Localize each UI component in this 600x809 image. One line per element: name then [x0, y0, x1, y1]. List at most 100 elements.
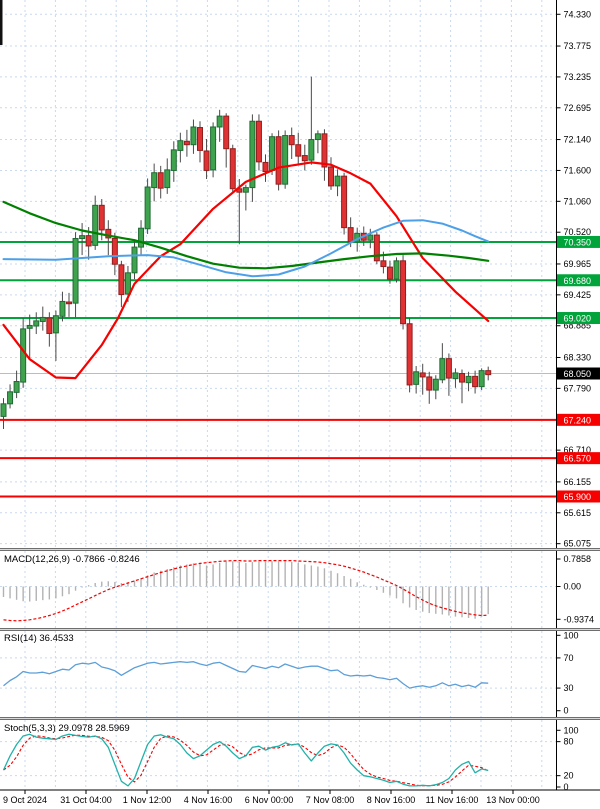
bull-candle	[269, 136, 276, 171]
bull-candle	[465, 375, 472, 384]
time-axis-label: 13 Nov 00:00	[486, 795, 540, 805]
bull-candle	[314, 133, 321, 141]
ma-blue-line	[2, 219, 490, 278]
macd-axis-label: 0.7858	[564, 554, 592, 564]
price-axis-label: 73.235	[564, 72, 592, 82]
bull-candle	[79, 235, 86, 240]
bear-candle	[197, 127, 203, 151]
bear-candle	[118, 264, 125, 296]
bear-candle	[66, 301, 72, 305]
price-axis-label: 65.615	[564, 508, 592, 518]
bull-candle	[164, 169, 171, 189]
bear-candle	[380, 260, 387, 268]
macd-panel[interactable]	[2, 560, 489, 622]
bull-candle	[216, 115, 223, 128]
rsi-axis-label: 70	[564, 653, 574, 663]
bear-candle	[328, 166, 334, 187]
rsi-line	[3, 661, 489, 689]
bear-candle	[223, 115, 230, 150]
rsi-label: RSI(14) 36.4533	[4, 633, 74, 644]
bear-candle	[183, 140, 190, 146]
price-axis-label: 72.695	[564, 103, 592, 113]
price-axis-label: 74.330	[564, 9, 592, 19]
bull-candle	[334, 175, 341, 187]
time-axis-label: 9 Oct 2024	[3, 795, 47, 805]
stochastic-panel[interactable]	[2, 733, 489, 787]
price-axis-label: 66.710	[564, 445, 592, 455]
bear-candle	[157, 172, 164, 189]
time-axis[interactable]: 9 Oct 2024 31 Oct 04:00 1 Nov 12:00 4 Nov 1…	[0, 790, 600, 809]
bear-candle	[98, 204, 105, 231]
resistance-price-badge-text: 69.020	[564, 314, 592, 324]
rsi-axis-label: 100	[564, 630, 579, 640]
macd-label: MACD(12,26,9) -0.7866 -0.8246	[4, 554, 140, 565]
price-axis-label: 70.520	[564, 227, 592, 237]
bear-candle	[275, 136, 282, 185]
bull-candle	[0, 403, 7, 417]
support-price-badge-bg	[556, 490, 600, 503]
bear-candle	[295, 144, 302, 157]
price-axis[interactable]: 74.330 73.775 73.235 72.695 72.140 71.600 71.0…	[556, 0, 600, 792]
bull-candle	[92, 204, 99, 246]
time-axis-background	[0, 790, 600, 809]
bull-candle	[7, 391, 14, 405]
support-price-badge-bg	[556, 452, 600, 465]
resistance-price-badge-bg	[556, 235, 600, 248]
time-axis-label: 6 Nov 00:00	[245, 795, 294, 805]
bull-candle	[439, 358, 446, 381]
stoch-axis-label: 80	[564, 737, 574, 747]
price-axis-label: 66.155	[564, 477, 592, 487]
bear-candle	[229, 148, 236, 190]
bear-candle	[341, 175, 348, 229]
stoch-axis-label: 100	[564, 725, 579, 735]
stoch-axis-label: 20	[564, 771, 574, 781]
support-price-badge-text: 66.570	[564, 454, 592, 464]
macd-axis-label: 0.00	[564, 582, 582, 592]
bear-candle	[386, 266, 393, 280]
resistance-price-badge-text: 69.680	[564, 276, 592, 286]
bull-candle	[308, 139, 315, 161]
bull-candle	[26, 324, 33, 329]
support-price-badge-bg	[556, 413, 600, 426]
bull-candle	[20, 328, 27, 383]
bear-candle	[111, 238, 118, 265]
bear-candle	[203, 150, 210, 171]
bear-candle	[400, 260, 407, 325]
price-axis-label: 69.965	[564, 259, 592, 269]
bear-candle	[459, 373, 465, 383]
main-price-panel[interactable]	[0, 76, 556, 498]
ma-red-line	[2, 161, 490, 380]
support-price-badge-text: 65.900	[564, 492, 592, 502]
rsi-panel[interactable]	[3, 661, 489, 689]
window-edge-artifact	[0, 0, 3, 45]
bear-candle	[472, 375, 479, 388]
support-price-badge-text: 67.240	[564, 415, 592, 425]
time-axis-label: 7 Nov 08:00	[306, 795, 355, 805]
rsi-axis-label: 0	[564, 706, 569, 716]
current-price-badge-bg	[556, 367, 600, 380]
bull-candle	[39, 316, 46, 322]
bear-candle	[426, 376, 433, 391]
bear-candle	[321, 133, 328, 168]
bull-candle	[170, 149, 177, 171]
stoch-d-line	[3, 734, 489, 787]
bull-candle	[151, 172, 158, 189]
resistance-price-badge-text: 70.350	[564, 237, 592, 247]
bear-candle	[419, 372, 426, 378]
bull-candle	[177, 140, 184, 151]
price-axis-label: 71.060	[564, 196, 592, 206]
bear-candle	[288, 135, 295, 146]
price-axis-label: 72.140	[564, 135, 592, 145]
time-axis-label: 8 Nov 16:00	[367, 795, 416, 805]
stoch-k-line	[2, 733, 489, 787]
current-price-badge-text: 68.050	[564, 369, 592, 379]
bull-candle	[124, 272, 131, 295]
bull-candle	[478, 370, 485, 388]
bear-candle	[85, 235, 92, 247]
time-axis-label: 31 Oct 04:00	[60, 795, 112, 805]
bull-candle	[190, 126, 197, 146]
bull-candle	[432, 378, 439, 391]
time-axis-label: 11 Nov 16:00	[426, 795, 479, 805]
price-axis-label: 68.330	[564, 352, 592, 362]
